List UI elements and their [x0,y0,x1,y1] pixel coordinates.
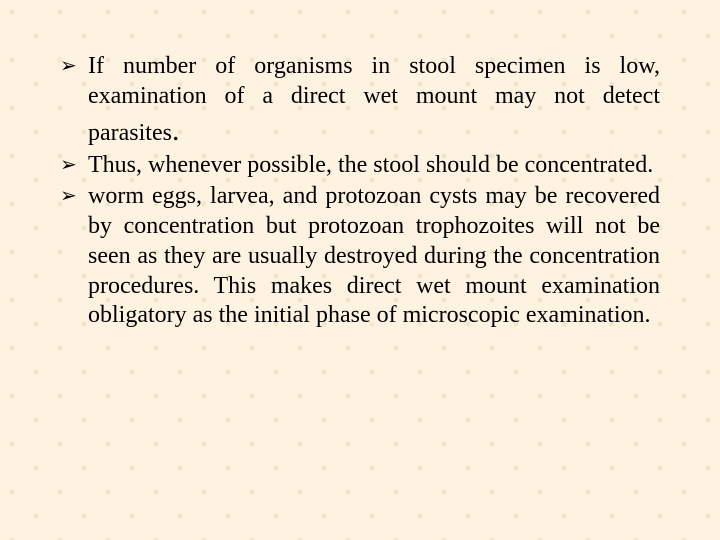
list-item: ➢ If number of organisms in stool specim… [60,52,660,149]
period: . [172,114,180,147]
list-item: ➢ Thus, whenever possible, the stool sho… [60,151,660,181]
slide: ➢ If number of organisms in stool specim… [0,0,720,540]
bullet-arrow-icon: ➢ [60,153,77,178]
bullet-arrow-icon: ➢ [60,184,77,209]
bullet-text: worm eggs, larvea, and protozoan cysts m… [88,183,660,328]
list-item: ➢ worm eggs, larvea, and protozoan cysts… [60,182,660,331]
bullet-text: Thus, whenever possible, the stool shoul… [88,152,653,178]
bullet-list: ➢ If number of organisms in stool specim… [60,52,660,331]
bullet-arrow-icon: ➢ [60,54,77,79]
